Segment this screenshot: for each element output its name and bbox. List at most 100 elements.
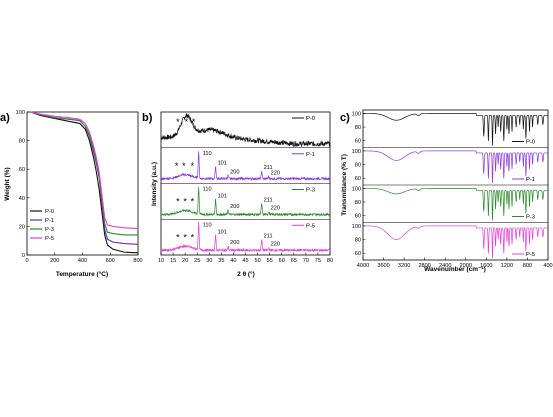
tga-legend-label: P-3 [45, 227, 54, 233]
ftir-y-axis-label: Transmittance (% T) [341, 154, 348, 216]
ftir-spectrum-p-3 [363, 188, 548, 221]
xrd-x-tick-label: 65 [291, 258, 297, 264]
tga-y-tick-label: 80 [19, 139, 25, 145]
xrd-amorphous-marker: * [176, 117, 180, 127]
ftir-y-tick-label: 60 [355, 139, 361, 145]
xrd-x-tick-label: 45 [242, 258, 248, 264]
tga-legend-label: P-1 [45, 218, 54, 224]
xrd-amorphous-marker: * [185, 117, 189, 127]
xrd-peak-label: 211 [264, 165, 273, 171]
tga-x-tick-label: 400 [78, 258, 87, 264]
tga-x-tick-label: 600 [106, 258, 115, 264]
xrd-x-tick-label: 25 [194, 258, 200, 264]
ftir-y-tick-label: 80 [355, 125, 361, 131]
ftir-legend-label: P-1 [526, 177, 535, 183]
ftir-x-tick-label: 3600 [377, 263, 389, 269]
ftir-legend-label: P-0 [526, 140, 535, 146]
xrd-amorphous-marker: * [192, 117, 196, 127]
tga-y-tick-label: 60 [19, 167, 25, 173]
xrd-x-tick-label: 50 [254, 258, 260, 264]
xrd-pattern-p-5 [160, 221, 331, 253]
ftir-x-tick-label: 3200 [398, 263, 410, 269]
ftir-y-tick-label: 80 [355, 238, 361, 244]
tga-curve-p-0 [30, 111, 139, 254]
tga-curve-p-3 [30, 111, 138, 236]
ftir-y-tick-label: 60 [355, 214, 361, 220]
tga-plot-frame [26, 111, 139, 256]
ftir-x-tick-label: 1200 [501, 263, 513, 269]
xrd-x-tick-label: 20 [182, 258, 188, 264]
xrd-x-tick-label: 55 [267, 258, 273, 264]
xrd-peak-label: 200 [230, 240, 239, 246]
xrd-legend-label: P-1 [306, 152, 315, 158]
xrd-peak-label: 220 [271, 170, 280, 176]
xrd-peak-label: 101 [218, 194, 227, 200]
xrd-peak-label: 211 [264, 233, 273, 239]
tga-axis-ticks: 0 200 400 600 800 0 20 40 60 80 100 [16, 110, 143, 264]
xrd-x-axis-label: 2 θ (°) [237, 270, 255, 278]
tga-x-axis-label: Temperature (°C) [56, 270, 108, 278]
xrd-stack-dividers [161, 147, 330, 220]
xrd-peak-label: 101 [218, 160, 227, 166]
xrd-peak-label: 110 [203, 151, 212, 157]
ftir-x-tick-label: 4000 [357, 263, 369, 269]
tga-legend: P-0 P-1 P-3 P-5 [30, 209, 54, 242]
ftir-spectrum-p-5 [363, 225, 548, 259]
ftir-y-tick-label: 60 [355, 251, 361, 257]
xrd-peak-label: 101 [218, 229, 227, 235]
xrd-panel: b) 10 15 20 25 30 35 40 45 50 55 60 65 70 75 80 * * * P-0… [142, 111, 333, 278]
panel-label-c: c) [340, 112, 350, 124]
ftir-x-tick-label: 2800 [418, 263, 430, 269]
tga-y-tick-label: 20 [19, 224, 25, 230]
ftir-legend-label: P-3 [526, 215, 535, 221]
tga-x-tick-label: 800 [133, 258, 142, 264]
ftir-legend-label: P-5 [526, 252, 535, 258]
panel-label-a: a) [0, 112, 10, 124]
xrd-amorphous-marker: * [176, 197, 180, 207]
tga-legend-label: P-5 [45, 236, 54, 242]
tga-y-tick-label: 0 [22, 253, 25, 259]
panel-label-b: b) [142, 112, 153, 124]
tga-legend-label: P-0 [45, 209, 54, 215]
xrd-amorphous-marker: * [183, 197, 187, 207]
xrd-legend-label: P-5 [306, 223, 315, 229]
xrd-amorphous-marker: * [191, 232, 195, 242]
ftir-x-tick-label: 2400 [439, 263, 451, 269]
tga-y-tick-label: 100 [16, 110, 25, 116]
xrd-x-tick-label: 10 [158, 258, 164, 264]
tga-curve-p-1 [30, 111, 139, 245]
ftir-x-tick-label: 400 [543, 263, 552, 269]
xrd-peak-label: 200 [230, 204, 239, 210]
xrd-x-tick-label: 60 [279, 258, 285, 264]
xrd-x-tick-label: 35 [218, 258, 224, 264]
ftir-panel: c) 4000 3600 3200 2800 2400 2000 1600 1200 800 40… [340, 109, 553, 273]
xrd-peak-label: 220 [271, 241, 280, 247]
xrd-peak-label: 211 [264, 198, 273, 204]
xrd-peak-label: 220 [271, 206, 280, 212]
xrd-y-axis-label: Intensity (a.u.) [151, 162, 158, 206]
ftir-stack-dividers [363, 147, 548, 223]
xrd-pattern-p-3 [160, 187, 331, 217]
ftir-y-tick-label: 80 [355, 200, 361, 206]
xrd-amorphous-marker: * [183, 232, 187, 242]
xrd-peak-label: 110 [203, 187, 212, 193]
ftir-axis-ticks: 4000 3600 3200 2800 2400 2000 1600 1200 800 400 [357, 257, 553, 269]
xrd-x-tick-label: 40 [230, 258, 236, 264]
xrd-amorphous-marker: * [191, 161, 195, 171]
ftir-x-axis-label: Wavenumber (cm⁻¹) [424, 266, 486, 273]
tga-curves [30, 111, 139, 254]
xrd-amorphous-marker: * [175, 161, 179, 171]
xrd-x-tick-label: 30 [206, 258, 212, 264]
xrd-amorphous-marker: * [176, 232, 180, 242]
ftir-spectra: 60 80 100 P-0 60 80 100 P-1 60 80 100 P-3 60 80 100 P-5 [352, 111, 548, 259]
ftir-y-tick-label: 100 [352, 111, 361, 117]
xrd-x-tick-label: 80 [327, 258, 333, 264]
tga-y-tick-label: 40 [19, 196, 25, 202]
ftir-y-tick-label: 100 [352, 149, 361, 155]
ftir-y-tick-label: 100 [352, 186, 361, 192]
tga-y-axis-label: Weight (%) [4, 167, 11, 200]
ftir-spectrum-p-1 [363, 150, 548, 184]
ftir-y-tick-label: 60 [355, 176, 361, 182]
xrd-legend-label: P-0 [306, 116, 315, 122]
